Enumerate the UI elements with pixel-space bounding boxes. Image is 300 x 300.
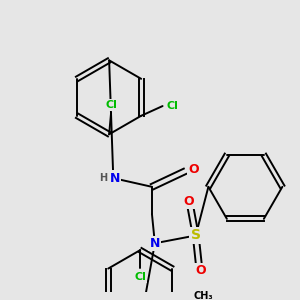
Text: O: O	[188, 163, 199, 176]
Text: N: N	[110, 172, 120, 184]
Text: H: H	[99, 173, 107, 183]
Text: S: S	[191, 229, 201, 242]
Text: Cl: Cl	[134, 272, 146, 282]
Text: Cl: Cl	[167, 101, 178, 111]
Text: O: O	[195, 264, 206, 277]
Text: O: O	[184, 195, 194, 208]
Text: CH₃: CH₃	[194, 291, 213, 300]
Text: Cl: Cl	[105, 100, 117, 110]
Text: N: N	[150, 237, 160, 250]
